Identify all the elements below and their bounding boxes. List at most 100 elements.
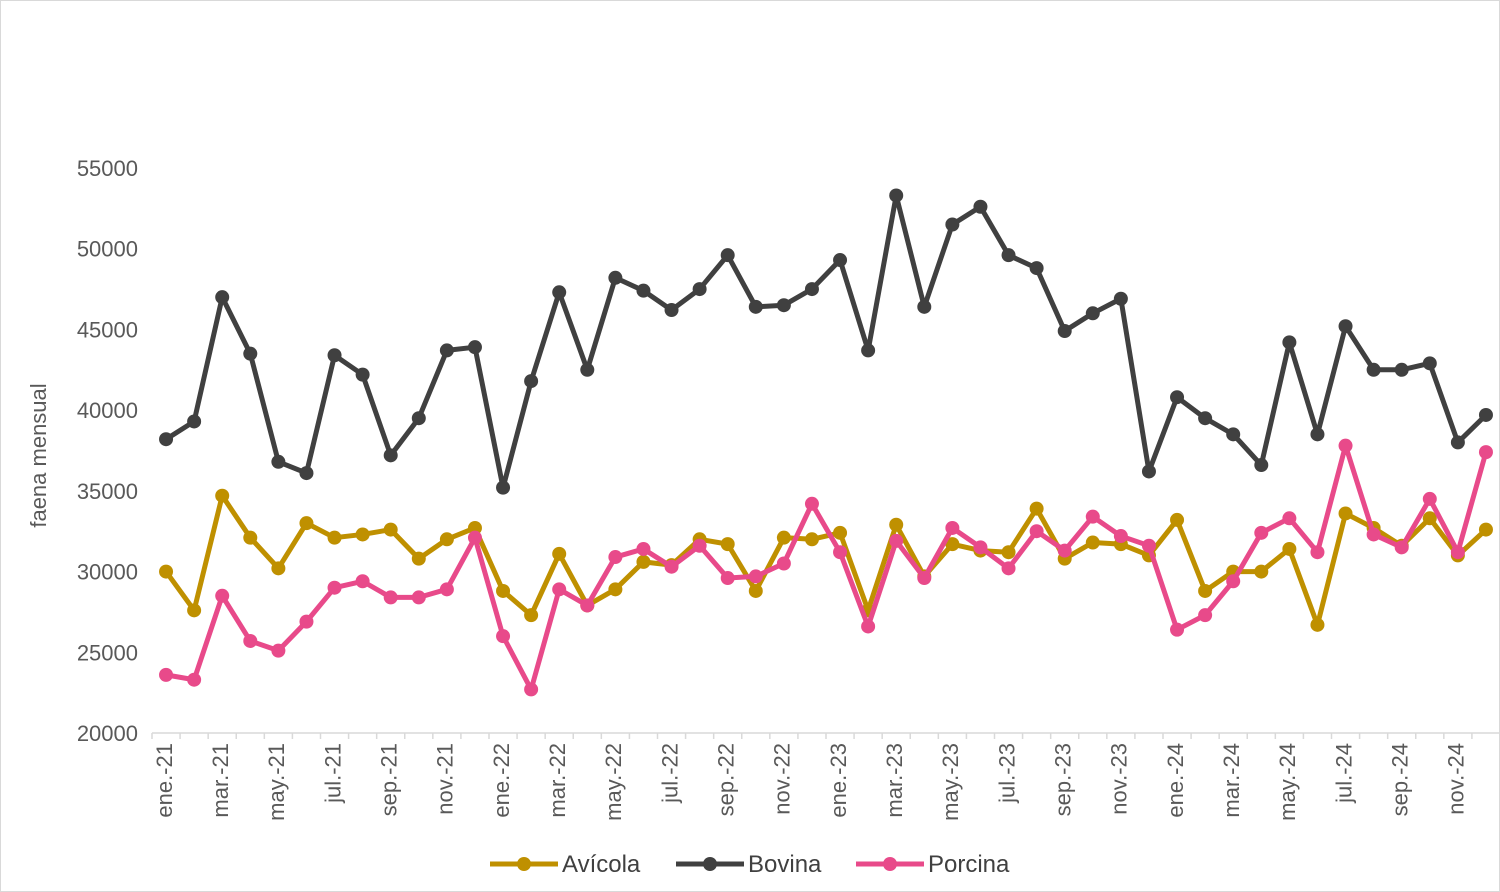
data-point [1310, 617, 1325, 632]
data-point [552, 285, 567, 300]
data-point [664, 303, 679, 318]
data-point [1422, 511, 1437, 526]
data-point [889, 517, 904, 532]
data-point [1198, 583, 1213, 598]
data-point [327, 348, 342, 363]
y-axis-title: faena mensual [26, 383, 51, 527]
data-point [1141, 538, 1156, 553]
data-point [776, 556, 791, 571]
data-point [804, 532, 819, 547]
data-point [1057, 543, 1072, 558]
data-point [1282, 335, 1297, 350]
legend-item: Bovina [676, 851, 822, 878]
x-tick-label: sep.-21 [377, 743, 402, 816]
data-point [1310, 545, 1325, 560]
data-point [524, 608, 539, 623]
data-point [608, 270, 623, 285]
data-point [159, 432, 174, 447]
data-point [804, 496, 819, 511]
y-tick-label: 30000 [77, 560, 138, 585]
data-point [1338, 319, 1353, 334]
data-point [355, 527, 370, 542]
data-point [187, 672, 202, 687]
data-point [215, 290, 230, 305]
data-point [1254, 564, 1269, 579]
data-point [243, 633, 258, 648]
data-point [1085, 509, 1100, 524]
data-point [1422, 356, 1437, 371]
data-point [1170, 390, 1185, 405]
data-point [524, 682, 539, 697]
data-point [1254, 458, 1269, 473]
data-point [636, 554, 651, 569]
data-point [1113, 291, 1128, 306]
legend-marker [517, 857, 531, 871]
data-point [215, 488, 230, 503]
x-tick-label: may.-22 [601, 743, 626, 821]
data-point [467, 530, 482, 545]
data-point [496, 480, 511, 495]
x-tick-label: mar.-21 [208, 743, 233, 818]
data-point [439, 343, 454, 358]
legend-label: Bovina [748, 851, 822, 878]
x-tick-label: jul.-22 [657, 743, 682, 804]
x-tick-label: nov.-21 [433, 743, 458, 815]
data-point [299, 516, 314, 531]
data-point [720, 248, 735, 263]
data-point [1029, 524, 1044, 539]
data-point [889, 188, 904, 203]
x-tick-label: nov.-24 [1444, 743, 1469, 815]
data-point [1001, 561, 1016, 576]
data-point [1254, 525, 1269, 540]
data-point [608, 550, 623, 565]
y-tick-label: 35000 [77, 479, 138, 504]
data-point [1282, 541, 1297, 556]
data-point [1170, 512, 1185, 527]
data-point [411, 411, 426, 426]
data-point [1029, 261, 1044, 276]
data-point [271, 643, 286, 658]
data-point [299, 466, 314, 481]
x-tick-label: sep.-23 [1051, 743, 1076, 816]
data-point [580, 598, 595, 613]
data-point [383, 590, 398, 605]
data-point [580, 362, 595, 377]
data-point [439, 532, 454, 547]
data-point [215, 588, 230, 603]
x-tick-label: mar.-24 [1219, 743, 1244, 818]
data-point [945, 217, 960, 232]
x-tick-label: may.-23 [938, 743, 963, 821]
data-point [243, 346, 258, 361]
data-point [720, 537, 735, 552]
data-point [664, 559, 679, 574]
data-point [552, 582, 567, 597]
data-point [1085, 306, 1100, 321]
data-point [804, 282, 819, 297]
legend-label: Avícola [562, 851, 641, 878]
data-point [917, 571, 932, 586]
data-point [692, 538, 707, 553]
x-tick-label: jul.-23 [994, 743, 1019, 804]
data-point [1478, 407, 1493, 422]
data-point [748, 583, 763, 598]
data-point [1085, 535, 1100, 550]
data-point [187, 414, 202, 429]
x-tick-label: jul.-24 [1331, 743, 1356, 804]
y-tick-label: 20000 [77, 721, 138, 746]
data-point [159, 564, 174, 579]
data-point [524, 374, 539, 389]
data-point [608, 582, 623, 597]
data-point [299, 614, 314, 629]
data-point [692, 282, 707, 297]
data-point [1282, 511, 1297, 526]
series-avícola [159, 488, 1493, 632]
data-point [833, 545, 848, 560]
data-point [748, 299, 763, 314]
y-axis-ticks: 20000 25000 30000 35000 40000 45000 50000 55000 [77, 156, 138, 746]
data-point [1478, 522, 1493, 537]
series-bovina [159, 188, 1493, 495]
data-point [1141, 464, 1156, 479]
series-porcina [159, 438, 1493, 697]
y-tick-label: 25000 [77, 640, 138, 665]
